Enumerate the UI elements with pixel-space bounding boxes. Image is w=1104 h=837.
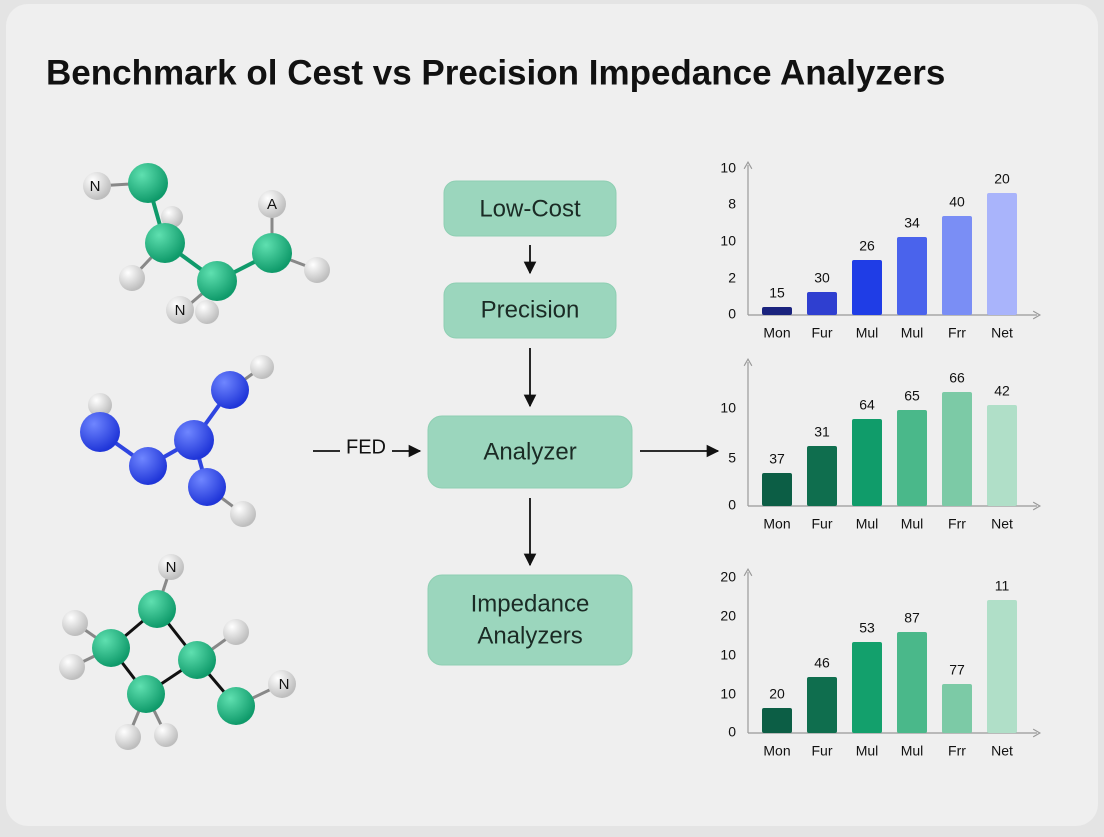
- y-tick-label: 2: [728, 270, 736, 286]
- bar-label: 42: [994, 383, 1010, 399]
- bar: [762, 708, 792, 733]
- bar-label: 53: [859, 620, 875, 636]
- x-tick-label: Mon: [763, 325, 790, 341]
- x-tick-label: Mon: [763, 743, 790, 759]
- flow-node: [443, 282, 617, 339]
- bar-label: 46: [814, 655, 830, 671]
- bar: [852, 642, 882, 733]
- flow-node: [443, 180, 617, 237]
- x-tick-label: Net: [991, 516, 1013, 532]
- y-tick-label: 0: [728, 724, 736, 740]
- bar: [807, 446, 837, 506]
- bar: [987, 600, 1017, 733]
- bar-label: 15: [769, 285, 785, 301]
- bar: [762, 473, 792, 506]
- bar: [942, 684, 972, 733]
- y-tick-label: 0: [728, 497, 736, 513]
- x-tick-label: Net: [991, 325, 1013, 341]
- bar-label: 37: [769, 451, 785, 467]
- flow-node-label: Analyzers: [477, 622, 582, 649]
- bar-label: 87: [904, 610, 920, 626]
- x-tick-label: Mul: [856, 743, 879, 759]
- y-tick-label: 10: [720, 160, 736, 176]
- x-tick-label: Net: [991, 743, 1013, 759]
- atom-label: N: [90, 178, 101, 195]
- atom-label: N: [175, 302, 186, 319]
- x-tick-label: Mul: [901, 516, 924, 532]
- bar-label: 64: [859, 397, 875, 413]
- bar: [807, 677, 837, 733]
- bar: [987, 193, 1017, 315]
- molecule-green: N A N: [83, 163, 330, 324]
- y-tick-label: 20: [720, 569, 736, 585]
- x-tick-label: Mul: [856, 516, 879, 532]
- card: [6, 4, 1098, 826]
- flow-node-label: Low-Cost: [479, 195, 581, 222]
- bar: [897, 237, 927, 315]
- bar-label: 31: [814, 424, 830, 440]
- atom-label: A: [267, 196, 277, 213]
- bar-label: 77: [949, 662, 965, 678]
- y-tick-label: 10: [720, 686, 736, 702]
- bar-label: 66: [949, 370, 965, 386]
- flow-node: [427, 415, 633, 489]
- flow-node-label: Impedance: [471, 590, 590, 617]
- bar-label: 26: [859, 238, 875, 254]
- x-tick-label: Frr: [948, 743, 966, 759]
- bar: [987, 405, 1017, 506]
- molecule-blue: [80, 355, 274, 527]
- x-tick-label: Mul: [901, 743, 924, 759]
- x-tick-label: Fur: [812, 516, 833, 532]
- flow-node-label: Analyzer: [483, 438, 576, 465]
- bar-label: 11: [995, 578, 1010, 594]
- flow-node-label: Precision: [481, 296, 580, 323]
- flow: Low-Cost Precision Analyzer Impedance An…: [313, 180, 720, 666]
- x-tick-label: Frr: [948, 325, 966, 341]
- x-tick-label: Frr: [948, 516, 966, 532]
- bar-label: 20: [769, 686, 785, 702]
- y-tick-label: 0: [728, 306, 736, 322]
- x-tick-label: Fur: [812, 743, 833, 759]
- bar: [852, 419, 882, 506]
- bar: [897, 410, 927, 506]
- y-tick-label: 10: [720, 647, 736, 663]
- bar: [762, 307, 792, 315]
- x-tick-label: Mul: [901, 325, 924, 341]
- bar-label: 40: [949, 194, 965, 210]
- y-tick-label: 5: [728, 450, 736, 466]
- atom-label: N: [279, 676, 290, 693]
- y-tick-label: 10: [720, 400, 736, 416]
- y-tick-label: 20: [720, 608, 736, 624]
- charts: 108102015Mon30Fur26Mul34Mul40Frr20Net105…: [720, 160, 1042, 759]
- flow-node: [427, 574, 633, 666]
- input-label: FED: [346, 436, 386, 458]
- bar-label: 34: [904, 215, 920, 231]
- x-tick-label: Mon: [763, 516, 790, 532]
- bar: [942, 216, 972, 315]
- bar: [807, 292, 837, 315]
- y-tick-label: 10: [720, 233, 736, 249]
- atom-label: N: [166, 559, 177, 576]
- molecule-ring: N N: [59, 554, 296, 750]
- x-tick-label: Mul: [856, 325, 879, 341]
- bar: [897, 632, 927, 733]
- y-tick-label: 8: [728, 196, 736, 212]
- title: Benchmark ol Cest vs Precision Impedance…: [46, 53, 945, 92]
- bar: [942, 392, 972, 506]
- bar: [852, 260, 882, 315]
- bar-label: 20: [994, 171, 1010, 187]
- bar-label: 65: [904, 388, 920, 404]
- x-tick-label: Fur: [812, 325, 833, 341]
- bar-label: 30: [814, 270, 830, 286]
